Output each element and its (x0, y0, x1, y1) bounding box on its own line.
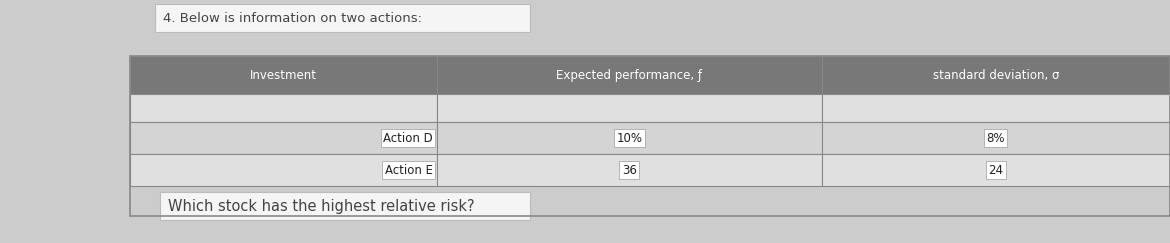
Bar (130, 56, 436, 94)
Bar (154, 4, 530, 32)
Bar (821, 154, 1170, 186)
Bar (130, 94, 436, 122)
Text: 36: 36 (621, 164, 636, 176)
Text: 10%: 10% (617, 131, 642, 145)
Bar (130, 56, 1170, 216)
Text: 24: 24 (989, 164, 1004, 176)
Text: Investment: Investment (250, 69, 317, 81)
Bar (436, 56, 821, 94)
Bar (130, 154, 436, 186)
Bar (130, 122, 436, 154)
Text: standard deviation, σ: standard deviation, σ (932, 69, 1059, 81)
Bar (436, 94, 821, 122)
Text: Expected performance, ƒ: Expected performance, ƒ (556, 69, 702, 81)
Text: Which stock has the highest relative risk?: Which stock has the highest relative ris… (168, 199, 475, 214)
Text: 8%: 8% (986, 131, 1005, 145)
Text: Action D: Action D (383, 131, 433, 145)
Bar (436, 154, 821, 186)
Bar (436, 122, 821, 154)
Bar (821, 56, 1170, 94)
Bar (821, 94, 1170, 122)
Text: 4. Below is information on two actions:: 4. Below is information on two actions: (163, 11, 422, 25)
Text: Action E: Action E (385, 164, 433, 176)
Bar (821, 122, 1170, 154)
Bar (160, 192, 530, 220)
